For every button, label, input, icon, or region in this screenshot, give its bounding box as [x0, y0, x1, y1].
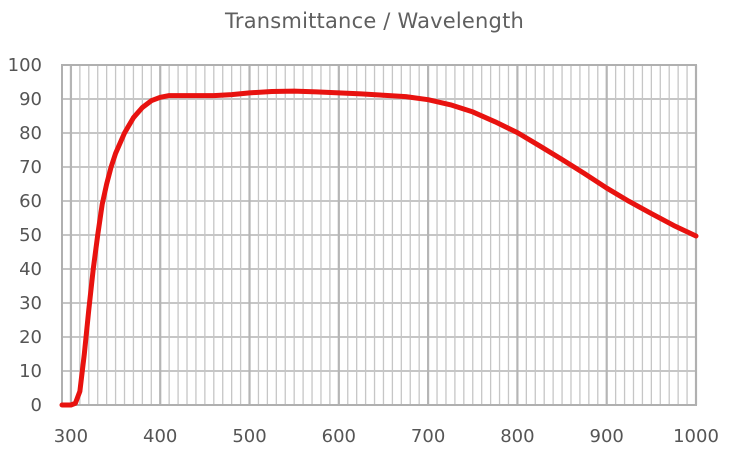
x-tick-label: 900 — [590, 426, 624, 447]
y-tick-label: 20 — [19, 327, 42, 348]
x-tick-label: 1000 — [673, 426, 719, 447]
series-layer — [59, 88, 699, 408]
chart-title: Transmittance / Wavelength — [224, 9, 525, 33]
y-tick-label: 90 — [19, 89, 42, 110]
y-tick-label: 80 — [19, 123, 42, 144]
y-tick-label: 100 — [8, 55, 42, 76]
x-tick-label: 700 — [411, 426, 445, 447]
x-tick-label: 500 — [232, 426, 266, 447]
x-tick-label: 300 — [54, 426, 88, 447]
x-tick-label: 800 — [500, 426, 534, 447]
y-tick-label: 0 — [31, 395, 42, 416]
y-tick-label: 70 — [19, 157, 42, 178]
y-tick-label: 50 — [19, 225, 42, 246]
y-tick-label: 10 — [19, 361, 42, 382]
y-tick-label: 60 — [19, 191, 42, 212]
y-tick-label: 40 — [19, 259, 42, 280]
y-axis-tick-labels: 0 10 20 30 40 50 60 70 80 90 100 — [8, 55, 42, 416]
major-gridlines — [62, 64, 698, 406]
x-tick-label: 600 — [322, 426, 356, 447]
x-axis-tick-labels: 300 400 500 600 700 800 900 1000 — [54, 426, 719, 447]
transmittance-line — [59, 88, 699, 408]
x-tick-label: 400 — [143, 426, 177, 447]
y-tick-label: 30 — [19, 293, 42, 314]
